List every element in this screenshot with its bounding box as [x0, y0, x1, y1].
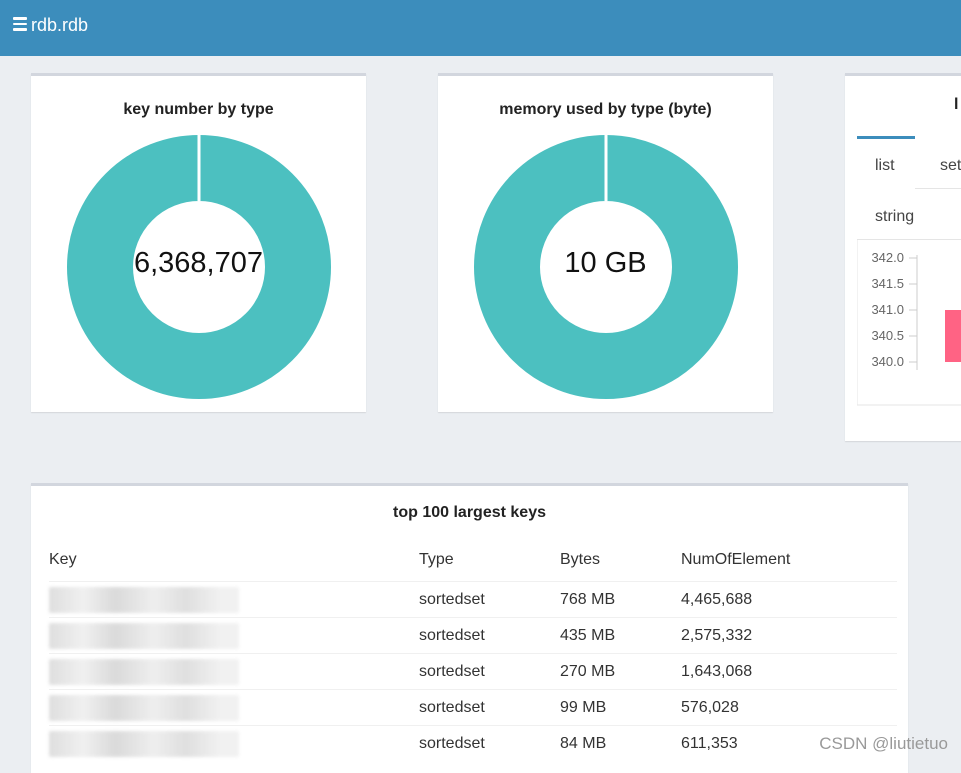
largest-keys-title: top 100 largest keys	[393, 504, 546, 521]
tab-list[interactable]: list	[875, 157, 895, 174]
app-title[interactable]: rdb.rdb	[31, 15, 89, 35]
active-tab-indicator	[857, 136, 915, 139]
type-cell: sortedset	[419, 617, 560, 654]
bytes-cell: 84 MB	[560, 725, 681, 761]
csdn-watermark: CSDN @liutietuo	[819, 734, 948, 753]
bar[interactable]	[945, 310, 961, 362]
largest-keys-card: top 100 largest keys Key Type Bytes NumO…	[31, 483, 908, 773]
key-cell	[49, 653, 419, 690]
key-number-title: key number by type	[123, 101, 274, 118]
key-cell	[49, 689, 419, 726]
type-cell: sortedset	[419, 725, 560, 761]
column-header-numofelement[interactable]: NumOfElement	[681, 550, 791, 568]
largest-keys-table: Key Type Bytes NumOfElement sortedset 76…	[49, 538, 897, 761]
y-tick-label: 341.5	[871, 276, 904, 291]
y-tick-label: 340.5	[871, 328, 904, 343]
type-detail-title: l	[954, 96, 959, 113]
bytes-cell: 99 MB	[560, 689, 681, 726]
key-number-card: key number by type 6,368,707	[31, 73, 366, 412]
bytes-cell: 270 MB	[560, 653, 681, 690]
memory-used-total: 10 GB	[564, 247, 647, 279]
elements-cell: 576,028	[681, 689, 897, 726]
type-cell: sortedset	[419, 581, 560, 618]
y-tick-label: 340.0	[871, 354, 904, 369]
key-number-total: 6,368,707	[133, 247, 263, 279]
y-tick-label: 342.0	[871, 250, 904, 265]
hamburger-menu-icon[interactable]	[13, 17, 27, 31]
memory-used-title: memory used by type (byte)	[499, 101, 712, 118]
bytes-cell: 435 MB	[560, 617, 681, 654]
type-cell: sortedset	[419, 689, 560, 726]
table-row[interactable]: sortedset 84 MB 611,353	[49, 725, 897, 761]
key-number-donut-chart	[67, 135, 331, 399]
top-navbar: rdb.rdb	[0, 0, 961, 56]
redacted-key	[49, 622, 239, 649]
key-cell	[49, 581, 419, 618]
key-cell	[49, 725, 419, 761]
redacted-key	[49, 694, 239, 721]
table-row[interactable]: sortedset 435 MB 2,575,332	[49, 617, 897, 654]
tab-divider-2	[857, 239, 961, 240]
y-tick-label: 341.0	[871, 302, 904, 317]
table-row[interactable]: sortedset 270 MB 1,643,068	[49, 653, 897, 690]
elements-cell: 4,465,688	[681, 581, 897, 618]
redacted-key	[49, 730, 239, 757]
table-header-row: Key Type Bytes NumOfElement	[49, 538, 897, 582]
elements-cell: 611,353	[681, 725, 897, 761]
redacted-key	[49, 586, 239, 613]
column-header-type[interactable]: Type	[419, 550, 454, 568]
tab-set[interactable]: set	[940, 157, 961, 174]
type-cell: sortedset	[419, 653, 560, 690]
bytes-cell: 768 MB	[560, 581, 681, 618]
memory-used-donut-chart	[474, 135, 738, 399]
tab-divider	[915, 188, 961, 189]
type-detail-card: l list set string 342.0 341.5 341.0 340.5 34…	[845, 73, 961, 441]
elements-cell: 2,575,332	[681, 617, 897, 654]
tab-string[interactable]: string	[875, 208, 915, 225]
column-header-bytes[interactable]: Bytes	[560, 550, 601, 568]
table-row[interactable]: sortedset 768 MB 4,465,688	[49, 581, 897, 618]
key-cell	[49, 617, 419, 654]
redacted-key	[49, 658, 239, 685]
table-row[interactable]: sortedset 99 MB 576,028	[49, 689, 897, 726]
memory-used-card: memory used by type (byte) 10 GB	[438, 73, 773, 412]
column-header-key[interactable]: Key	[49, 550, 77, 568]
elements-cell: 1,643,068	[681, 653, 897, 690]
bar-chart: 342.0 341.5 341.0 340.5 340.0	[857, 240, 961, 406]
